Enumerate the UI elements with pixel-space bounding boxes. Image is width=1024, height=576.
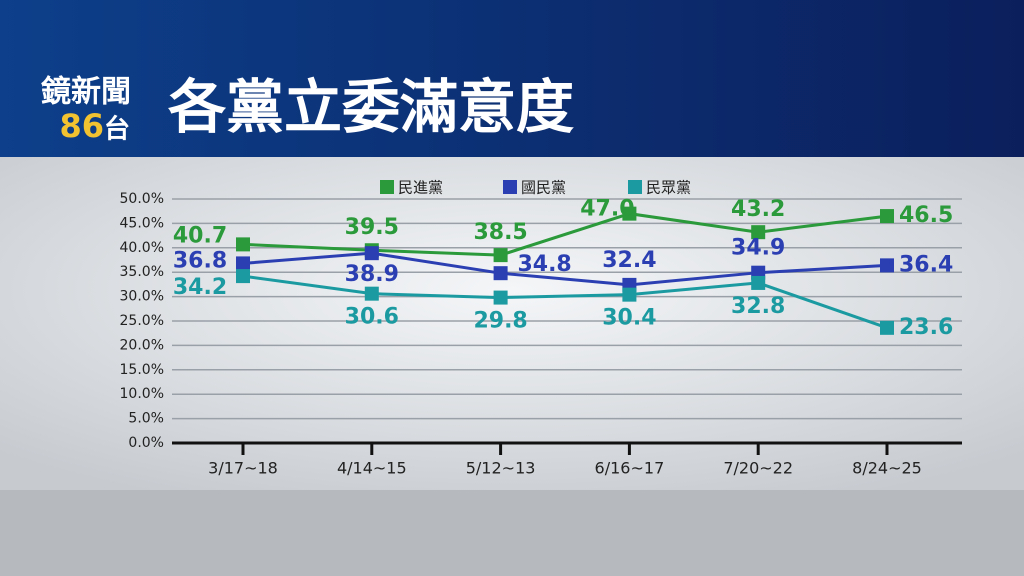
- data-label: 39.5: [345, 215, 399, 240]
- legend-swatch: [380, 180, 394, 194]
- x-tick-label: 8/24~25: [852, 459, 922, 478]
- data-label: 43.2: [731, 197, 785, 222]
- data-label: 29.8: [473, 309, 527, 334]
- channel-name: 鏡新聞: [41, 75, 131, 110]
- x-tick-label: 6/16~17: [595, 459, 665, 478]
- y-tick-label: 35.0%: [120, 264, 164, 280]
- data-point: [493, 290, 508, 305]
- data-label: 34.9: [731, 236, 785, 261]
- data-label: 47.0: [580, 197, 634, 222]
- footer-band: [0, 490, 1024, 576]
- x-tick-label: 4/14~15: [337, 459, 407, 478]
- y-tick-label: 30.0%: [120, 289, 164, 305]
- data-label: 34.8: [517, 252, 571, 277]
- header-band: [0, 0, 1024, 157]
- data-label: 40.7: [173, 223, 227, 248]
- data-point: [880, 209, 894, 224]
- data-label: 46.5: [899, 203, 953, 228]
- data-point: [236, 269, 250, 284]
- channel-number: 86: [59, 107, 104, 145]
- data-point: [364, 246, 379, 261]
- data-point: [880, 320, 894, 335]
- data-label: 32.8: [731, 294, 785, 319]
- chart-title: 各黨立委滿意度: [168, 73, 574, 141]
- chart-panel: [0, 157, 1024, 490]
- y-tick-label: 25.0%: [120, 313, 164, 329]
- series-line: [242, 251, 888, 287]
- legend-label: 國民黨: [521, 179, 566, 197]
- y-tick-label: 20.0%: [120, 337, 164, 353]
- y-tick-label: 40.0%: [120, 240, 164, 256]
- legend-label: 民進黨: [398, 179, 443, 197]
- data-label: 36.8: [173, 248, 227, 273]
- data-label: 36.4: [899, 252, 953, 277]
- data-point: [364, 286, 379, 301]
- x-tick-label: 7/20~22: [723, 459, 793, 478]
- data-point: [622, 206, 637, 221]
- y-tick-label: 45.0%: [120, 215, 164, 231]
- data-point: [493, 266, 508, 281]
- data-label: 38.5: [473, 220, 527, 245]
- data-label: 30.4: [602, 306, 656, 331]
- y-tick-label: 15.0%: [120, 362, 164, 378]
- data-label: 32.4: [602, 248, 656, 273]
- x-tick-label: 3/17~18: [208, 459, 278, 478]
- series-line: [242, 212, 888, 257]
- legend-swatch: [503, 180, 517, 194]
- x-tick-label: 5/12~13: [466, 459, 536, 478]
- series-line: [242, 274, 888, 330]
- y-tick-label: 10.0%: [120, 386, 164, 402]
- data-point: [493, 248, 508, 263]
- legend-swatch: [628, 180, 642, 194]
- legend-label: 民眾黨: [646, 179, 691, 197]
- channel-suffix: 台: [104, 114, 130, 145]
- data-point: [751, 225, 766, 240]
- y-tick-label: 5.0%: [128, 411, 164, 427]
- data-point: [880, 258, 894, 273]
- data-point: [236, 237, 250, 252]
- data-label: 34.2: [173, 275, 227, 300]
- data-label: 38.9: [345, 262, 399, 287]
- data-point: [751, 275, 766, 290]
- y-tick-label: 50.0%: [120, 191, 164, 207]
- data-point: [622, 287, 637, 302]
- y-tick-label: 0.0%: [128, 435, 164, 451]
- data-label: 30.6: [345, 305, 399, 330]
- data-label: 23.6: [899, 315, 953, 340]
- data-point: [236, 256, 250, 271]
